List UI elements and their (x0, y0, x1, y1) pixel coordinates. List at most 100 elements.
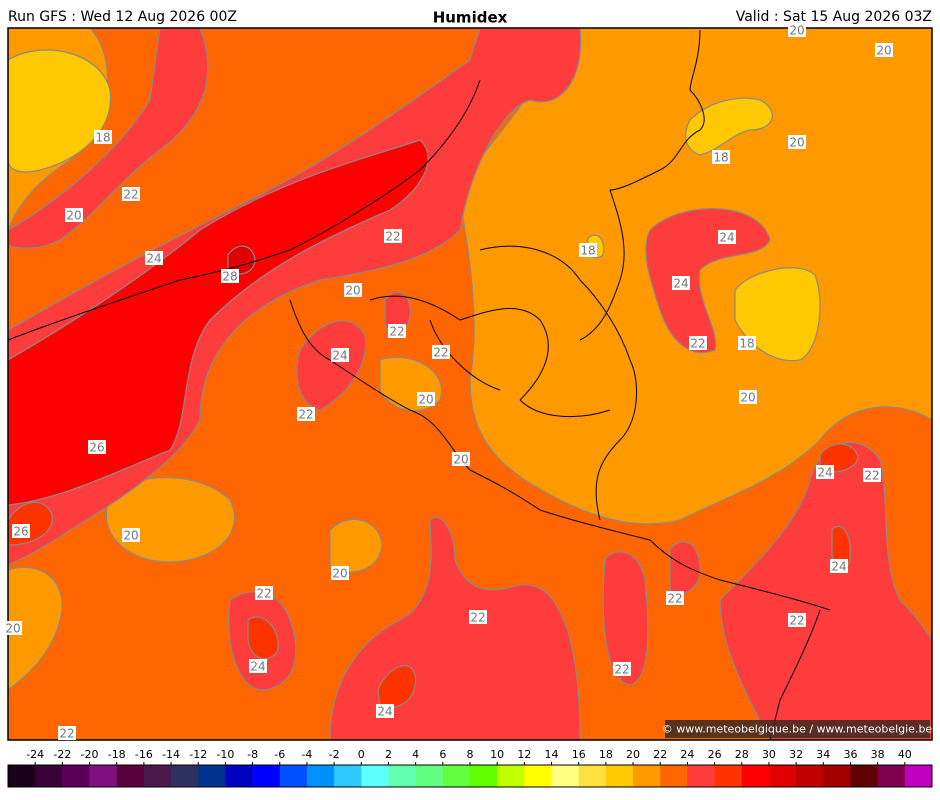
contour-label: 22 (385, 230, 400, 244)
contour-label: 18 (580, 244, 595, 258)
colorbar-cell (225, 765, 253, 787)
colorbar-tick-label: 4 (412, 748, 419, 761)
colorbar: -24 -22 -20 -18 -16 -14 -12 -10 -8 -6 -4 -2 0 2 4 6 8 10 1… (7, 748, 933, 788)
colorbar-cell (660, 765, 688, 787)
colorbar-cell (877, 765, 906, 787)
colorbar-cell (116, 765, 145, 787)
contour-label: 18 (739, 337, 754, 351)
contour-label: 22 (389, 325, 404, 339)
colorbar-cell (497, 765, 525, 787)
colorbar-cell (796, 765, 824, 787)
colorbar-tick-label: -8 (247, 748, 258, 761)
colorbar-tick-label: 8 (467, 748, 474, 761)
contour-label-box (331, 566, 349, 580)
contour-label: 20 (418, 393, 433, 407)
contour-label: 24 (377, 705, 392, 719)
colorbar-cell (361, 765, 389, 787)
contour-label: 20 (123, 529, 138, 543)
contour-label: 24 (817, 466, 832, 480)
contour-label-box (788, 613, 806, 627)
field-zone (669, 541, 701, 595)
contour-label: 20 (789, 136, 804, 150)
colorbar-cell (823, 765, 851, 787)
contour-label-box (249, 659, 267, 673)
colorbar-tick-label: 28 (735, 748, 749, 761)
contour-label: 22 (470, 611, 485, 625)
contour-label: 24 (146, 252, 161, 266)
colorbar-tick-label: 40 (898, 748, 912, 761)
contour-label: 20 (740, 391, 755, 405)
contour-label-box (863, 468, 881, 482)
colorbar-cell (741, 765, 770, 787)
colorbar-cell (35, 765, 63, 787)
colorbar-tick-label: 14 (545, 748, 559, 761)
contour-label: 28 (222, 270, 237, 284)
credit-box (665, 720, 930, 738)
colorbar-cell (578, 765, 607, 787)
colorbar-tick-label: 18 (599, 748, 613, 761)
colorbar-tick-label: 12 (517, 748, 531, 761)
contour-label-box (122, 528, 140, 542)
contour-label-box (816, 465, 834, 479)
colorbar-tick-label: 26 (708, 748, 722, 761)
colorbar-tick-label: 10 (490, 748, 504, 761)
colorbar-cell (171, 765, 199, 787)
colorbar-cell (524, 765, 552, 787)
colorbar-cell (306, 765, 335, 787)
contour-label-box (875, 43, 893, 57)
colorbar-cell (62, 765, 90, 787)
contour-label: 20 (453, 453, 468, 467)
colorbar-cell (904, 765, 933, 787)
colorbar-cell (279, 765, 308, 787)
contour-label: 20 (789, 24, 804, 38)
contour-label-box (417, 392, 435, 406)
colorbar-tick-label: 20 (626, 748, 640, 761)
contour-label-box (88, 440, 106, 454)
colorbar-cell (850, 765, 878, 787)
contour-label-box (4, 621, 22, 635)
colorbar-tick-label: -10 (216, 748, 234, 761)
contour-label: 24 (250, 660, 265, 674)
contour-label: 20 (332, 567, 347, 581)
field-zone (602, 551, 649, 686)
colorbar-tick-label: 38 (871, 748, 885, 761)
contour-label-box (344, 283, 362, 297)
contour-label-box (613, 662, 631, 676)
contour-label-box (65, 208, 83, 222)
contour-label-box (376, 704, 394, 718)
colorbar-tick-label: 30 (762, 748, 776, 761)
contour-label-box (255, 586, 273, 600)
colorbar-tick-label: 6 (439, 748, 446, 761)
colorbar-tick-label: 16 (572, 748, 586, 761)
contour-label: 20 (5, 622, 20, 636)
colorbar-cell (8, 765, 36, 787)
colorbar-cell (388, 765, 416, 787)
field-zone (247, 616, 279, 660)
contour-label: 20 (345, 284, 360, 298)
contour-label-box (221, 269, 239, 283)
contour-label-box (297, 407, 315, 421)
contour-label-box (122, 187, 140, 201)
contour-label-box (718, 230, 736, 244)
map-frame (7, 27, 933, 741)
colorbar-tick-label: -14 (162, 748, 180, 761)
run-label: Run GFS : Wed 12 Aug 2026 00Z (8, 9, 237, 25)
field-zone (645, 208, 771, 354)
contour-label-box (12, 524, 30, 538)
colorbar-tick-label: -16 (135, 748, 153, 761)
contour-label-box (331, 348, 349, 362)
colorbar-cell (687, 765, 715, 787)
field-zone (719, 442, 932, 740)
contour-label: 20 (66, 209, 81, 223)
map: 20 20 18 18 20 22 20 22 18 24 24 28 24 20 22 18 22 22 24 20… (4, 23, 933, 741)
contour-labels: 20 20 18 18 20 22 20 22 18 24 24 28 24 20 22 18 22 22 24 20… (4, 23, 893, 741)
colorbar-tick-label: 24 (680, 748, 694, 761)
contour-label-box (145, 251, 163, 265)
colorbar-tick-label: 2 (385, 748, 392, 761)
colorbar-cell (442, 765, 471, 787)
contour-label-box (739, 390, 757, 404)
contour-label: 24 (332, 349, 347, 363)
contour-label-box (738, 336, 756, 350)
colorbar-cell (198, 765, 226, 787)
credit: © www.meteobelgique.be / www.meteobelgie… (662, 723, 933, 736)
